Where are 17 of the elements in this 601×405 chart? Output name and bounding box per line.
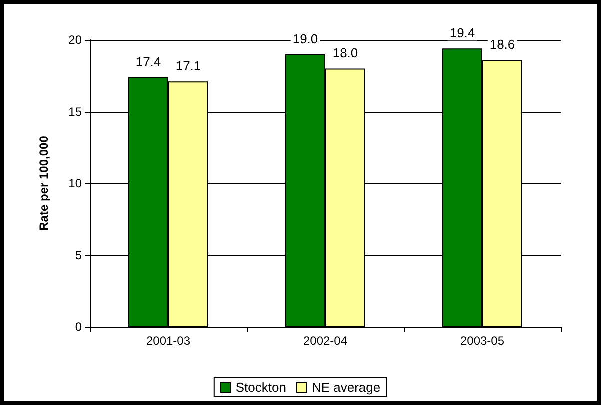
y-tick-label: 15 bbox=[68, 104, 82, 119]
data-label: 19.0 bbox=[292, 31, 318, 46]
y-tick-label: 10 bbox=[68, 176, 82, 190]
y-tick-label: 20 bbox=[68, 33, 82, 47]
data-label: 18.0 bbox=[332, 46, 358, 61]
data-label: 18.6 bbox=[490, 37, 516, 52]
y-axis-title: Rate per 100,000 bbox=[37, 136, 51, 231]
legend-label: Stockton bbox=[236, 380, 286, 395]
x-tick-label: 2002-04 bbox=[303, 334, 348, 348]
y-tick-label: 5 bbox=[75, 248, 82, 262]
legend-label: NE average bbox=[312, 380, 381, 395]
data-label: 17.4 bbox=[136, 54, 162, 70]
x-tick-label: 2001-03 bbox=[146, 334, 191, 348]
data-label: 17.1 bbox=[176, 58, 202, 74]
x-tick-label: 2003-05 bbox=[460, 334, 505, 348]
data-label: 19.4 bbox=[450, 26, 476, 41]
y-tick-label: 0 bbox=[75, 320, 82, 334]
